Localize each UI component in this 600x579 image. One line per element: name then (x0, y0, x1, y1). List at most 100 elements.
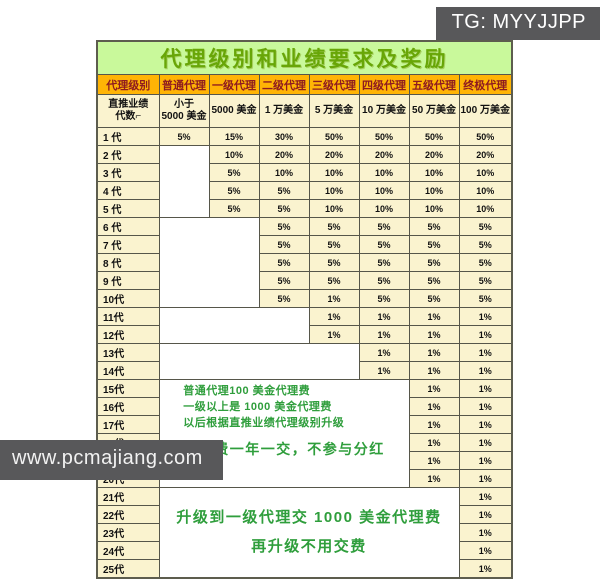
value-cell: 5% (458, 289, 513, 308)
threshold-line: 1 万美金 (264, 104, 304, 116)
row-label: 13代 (96, 343, 160, 362)
row-label: 1 代 (96, 127, 160, 146)
value-cell: 1% (458, 451, 513, 470)
value-cell: 10% (308, 181, 360, 200)
row-label: 24代 (96, 541, 160, 560)
threshold-line: 小于 (174, 98, 194, 110)
value-cell: 1% (358, 307, 410, 326)
value-cell: 5% (258, 181, 310, 200)
column-header: 二级代理 (258, 74, 310, 95)
threshold-cell: 5 万美金 (308, 94, 360, 128)
column-header: 五级代理 (408, 74, 460, 95)
subheader-row-label: 直推业绩 代数⌐ (96, 94, 160, 128)
value-cell: 5% (158, 127, 210, 146)
value-cell: 5% (258, 289, 310, 308)
row-label: 14代 (96, 361, 160, 380)
value-cell: 10% (408, 163, 460, 182)
merged-empty-cell (158, 307, 310, 344)
value-cell: 5% (408, 289, 460, 308)
value-cell: 1% (408, 397, 460, 416)
row-label: 7 代 (96, 235, 160, 254)
fee-note-big-line: 代理费一年一交，不参与分红 (183, 440, 385, 457)
row-label: 9 代 (96, 271, 160, 290)
row-label: 4 代 (96, 181, 160, 200)
value-cell: 5% (308, 217, 360, 236)
value-cell: 5% (408, 235, 460, 254)
watermark-badge: www.pcmajiang.com (0, 440, 223, 480)
value-cell: 1% (358, 361, 410, 380)
column-header: 终极代理 (458, 74, 513, 95)
value-cell: 50% (308, 127, 360, 146)
value-cell: 10% (458, 163, 513, 182)
value-cell: 20% (408, 145, 460, 164)
merged-empty-cell (158, 343, 360, 380)
row-label: 3 代 (96, 163, 160, 182)
value-cell: 5% (258, 271, 310, 290)
value-cell: 1% (408, 451, 460, 470)
threshold-cell: 100 万美金 (458, 94, 513, 128)
threshold-line: 100 万美金 (460, 104, 510, 116)
value-cell: 1% (408, 415, 460, 434)
value-cell: 1% (408, 379, 460, 398)
value-cell: 20% (458, 145, 513, 164)
value-cell: 5% (458, 217, 513, 236)
value-cell: 10% (358, 199, 410, 218)
value-cell: 1% (308, 325, 360, 344)
threshold-cell: 1 万美金 (258, 94, 310, 128)
value-cell: 1% (458, 307, 513, 326)
value-cell: 1% (458, 505, 513, 524)
row-label: 10代 (96, 289, 160, 308)
value-cell: 1% (458, 523, 513, 542)
value-cell: 10% (458, 199, 513, 218)
value-cell: 5% (258, 253, 310, 272)
value-cell: 30% (258, 127, 310, 146)
value-cell: 1% (458, 469, 513, 488)
agent-commission-table: 代理级别和业绩要求及奖励 代理级别 普通代理 一级代理 二级代理 三级代理 四级代理 五级代理… (96, 40, 513, 579)
threshold-cell: 10 万美金 (358, 94, 410, 128)
value-cell: 50% (458, 127, 513, 146)
value-cell: 10% (358, 163, 410, 182)
value-cell: 5% (458, 253, 513, 272)
value-cell: 1% (458, 559, 513, 579)
column-header: 普通代理 (158, 74, 210, 95)
value-cell: 1% (408, 343, 460, 362)
value-cell: 1% (458, 415, 513, 434)
value-cell: 1% (408, 307, 460, 326)
upgrade-note-line: 再升级不用交费 (251, 537, 367, 555)
value-cell: 1% (458, 361, 513, 380)
value-cell: 1% (458, 487, 513, 506)
column-header: 四级代理 (358, 74, 410, 95)
merged-empty-cell (158, 145, 210, 218)
threshold-cell: 小于 5000 美金 (158, 94, 210, 128)
subheader-row-label-line: 直推业绩 (108, 98, 149, 110)
value-cell: 1% (458, 325, 513, 344)
column-header: 三级代理 (308, 74, 360, 95)
value-cell: 1% (408, 361, 460, 380)
value-cell: 5% (258, 217, 310, 236)
value-cell: 1% (308, 307, 360, 326)
value-cell: 5% (258, 235, 310, 254)
value-cell: 20% (258, 145, 310, 164)
value-cell: 50% (358, 127, 410, 146)
value-cell: 50% (408, 127, 460, 146)
value-cell: 15% (208, 127, 260, 146)
table-title: 代理级别和业绩要求及奖励 (96, 40, 513, 75)
value-cell: 10% (208, 145, 260, 164)
value-cell: 1% (458, 379, 513, 398)
value-cell: 10% (408, 199, 460, 218)
subheader-row-label-line: 代数⌐ (115, 111, 142, 122)
value-cell: 5% (308, 235, 360, 254)
row-label: 17代 (96, 415, 160, 434)
row-label: 15代 (96, 379, 160, 398)
value-cell: 1% (408, 469, 460, 488)
value-cell: 20% (358, 145, 410, 164)
threshold-line: 10 万美金 (362, 104, 406, 116)
value-cell: 5% (208, 199, 260, 218)
row-label: 22代 (96, 505, 160, 524)
value-cell: 1% (458, 433, 513, 452)
value-cell: 5% (208, 181, 260, 200)
value-cell: 5% (458, 235, 513, 254)
value-cell: 1% (358, 325, 410, 344)
value-cell: 5% (408, 253, 460, 272)
value-cell: 10% (308, 163, 360, 182)
